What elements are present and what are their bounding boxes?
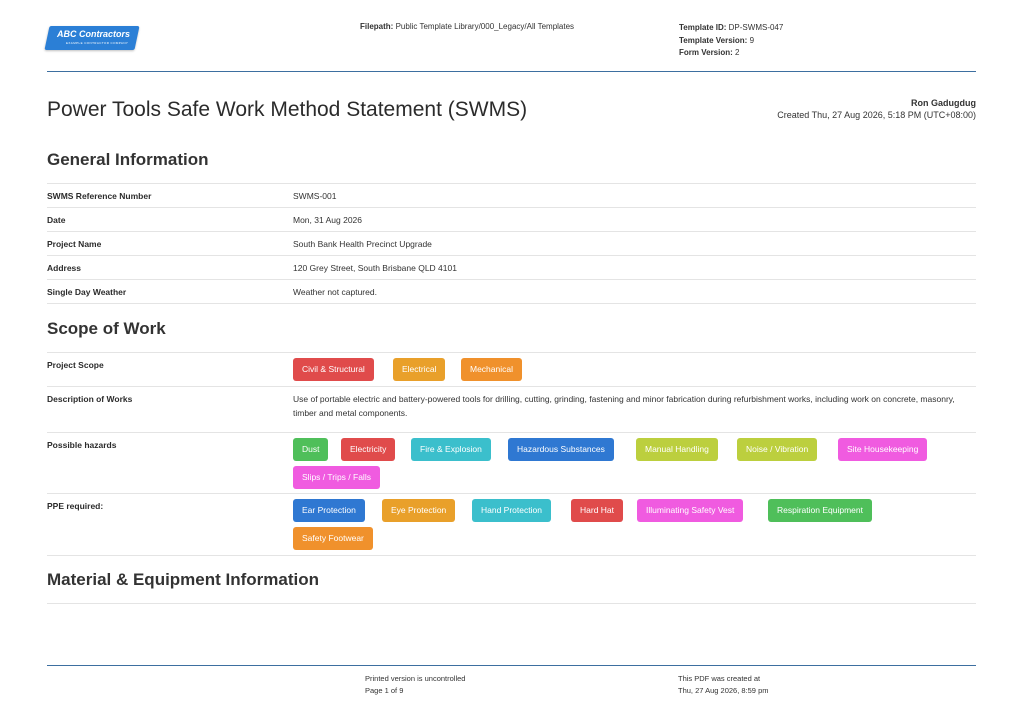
filepath-value: Public Template Library/000_Legacy/All T… xyxy=(395,22,575,31)
info-row-project-name: Project Name South Bank Health Precinct … xyxy=(47,231,976,255)
material-table-top xyxy=(47,603,976,604)
info-table-bottom xyxy=(47,303,976,304)
ppe-tag: Hand Protection xyxy=(472,499,551,522)
material-equipment-heading: Material & Equipment Information xyxy=(47,570,320,589)
pdf-created-label: This PDF was created at xyxy=(678,674,761,683)
general-information-heading: General Information xyxy=(47,150,209,169)
hazard-tag: Site Housekeeping xyxy=(838,438,928,461)
form-version-value: 2 xyxy=(735,48,740,57)
created-date: Created Thu, 27 Aug 2026, 5:18 PM (UTC+0… xyxy=(777,109,976,120)
weather-label: Single Day Weather xyxy=(47,287,127,297)
ppe-tags: Ear Protection Eye Protection Hand Prote… xyxy=(293,499,976,551)
hazard-tag: Noise / Vibration xyxy=(737,438,818,461)
project-name-label: Project Name xyxy=(47,239,102,249)
template-id-value: DP-SWMS-047 xyxy=(728,23,784,32)
hazards-tags: Dust Electricity Fire & Explosion Hazard… xyxy=(293,438,976,490)
ppe-tag: Illuminating Safety Vest xyxy=(637,499,744,522)
project-scope-tags: Civil & Structural Electrical Mechanical xyxy=(293,358,976,382)
template-version: Template Version: 9 xyxy=(679,35,783,48)
hazard-tag: Hazardous Substances xyxy=(508,438,614,461)
reference-label: SWMS Reference Number xyxy=(47,191,152,201)
author-name: Ron Gadugdug xyxy=(911,98,976,108)
page-header: ABC Contractors EXAMPLE CONTRACTOR COMPA… xyxy=(44,18,976,72)
info-row-reference: SWMS Reference Number SWMS-001 xyxy=(47,183,976,207)
filepath: Filepath: Public Template Library/000_Le… xyxy=(360,22,574,31)
document-title: Power Tools Safe Work Method Statement (… xyxy=(47,98,528,121)
pdf-created-value: Thu, 27 Aug 2026, 8:59 pm xyxy=(678,686,769,695)
info-row-address: Address 120 Grey Street, South Brisbane … xyxy=(47,255,976,279)
hazard-tag: Fire & Explosion xyxy=(411,438,491,461)
project-name-value: South Bank Health Precinct Upgrade xyxy=(293,239,432,249)
project-scope-label: Project Scope xyxy=(47,360,104,370)
hazard-tag: Electricity xyxy=(341,438,396,461)
footer-control: Printed version is uncontrolled Page 1 o… xyxy=(365,673,465,697)
scope-row-hazards: Possible hazards Dust Electricity Fire &… xyxy=(47,432,976,493)
company-logo: ABC Contractors EXAMPLE CONTRACTOR COMPA… xyxy=(44,26,140,52)
scope-of-work-heading: Scope of Work xyxy=(47,319,166,338)
ppe-tag: Eye Protection xyxy=(382,499,456,522)
hazards-label: Possible hazards xyxy=(47,440,117,450)
uncontrolled-note: Printed version is uncontrolled xyxy=(365,674,466,683)
form-version-label: Form Version: xyxy=(679,48,733,57)
description-value: Use of portable electric and battery-pow… xyxy=(293,394,955,418)
footer-created: This PDF was created at Thu, 27 Aug 2026… xyxy=(678,673,768,697)
scope-row-project-scope: Project Scope Civil & Structural Electri… xyxy=(47,352,976,386)
filepath-label: Filepath: xyxy=(360,22,394,31)
ppe-tag: Ear Protection xyxy=(293,499,365,522)
scope-row-description: Description of Works Use of portable ele… xyxy=(47,386,976,432)
scope-tag: Electrical xyxy=(393,358,446,381)
reference-value: SWMS-001 xyxy=(293,191,337,201)
ppe-tag: Safety Footwear xyxy=(293,527,373,550)
logo-name: ABC Contractors xyxy=(57,29,131,39)
logo-tagline: EXAMPLE CONTRACTOR COMPANY xyxy=(66,41,129,45)
info-row-date: Date Mon, 31 Aug 2026 xyxy=(47,207,976,231)
address-label: Address xyxy=(47,263,82,273)
footer-divider xyxy=(47,665,976,666)
template-id: Template ID: DP-SWMS-047 xyxy=(679,22,783,35)
scope-row-ppe: PPE required: Ear Protection Eye Protect… xyxy=(47,493,976,555)
ppe-label: PPE required: xyxy=(47,501,104,511)
hazard-tag: Dust xyxy=(293,438,329,461)
page-number: Page 1 of 9 xyxy=(365,686,404,695)
hazard-tag: Slips / Trips / Falls xyxy=(293,466,380,489)
weather-value: Weather not captured. xyxy=(293,287,377,297)
ppe-tag: Hard Hat xyxy=(571,499,624,522)
ppe-tag: Respiration Equipment xyxy=(768,499,872,522)
template-version-label: Template Version: xyxy=(679,35,748,45)
template-id-label: Template ID: xyxy=(679,23,727,32)
date-label: Date xyxy=(47,215,66,225)
info-row-weather: Single Day Weather Weather not captured. xyxy=(47,279,976,303)
header-divider xyxy=(47,71,976,72)
scope-table-bottom xyxy=(47,555,976,556)
description-label: Description of Works xyxy=(47,394,133,404)
template-version-value: 9 xyxy=(749,35,755,45)
address-value: 120 Grey Street, South Brisbane QLD 4101 xyxy=(293,263,457,273)
scope-tag: Mechanical xyxy=(461,358,522,381)
author-block: Ron Gadugdug Created Thu, 27 Aug 2026, 5… xyxy=(777,98,976,121)
scope-tag: Civil & Structural xyxy=(293,358,374,381)
date-value: Mon, 31 Aug 2026 xyxy=(293,215,363,225)
form-version: Form Version: 2 xyxy=(679,47,783,60)
hazard-tag: Manual Handling xyxy=(636,438,718,461)
template-meta: Template ID: DP-SWMS-047 Template Versio… xyxy=(679,22,783,60)
